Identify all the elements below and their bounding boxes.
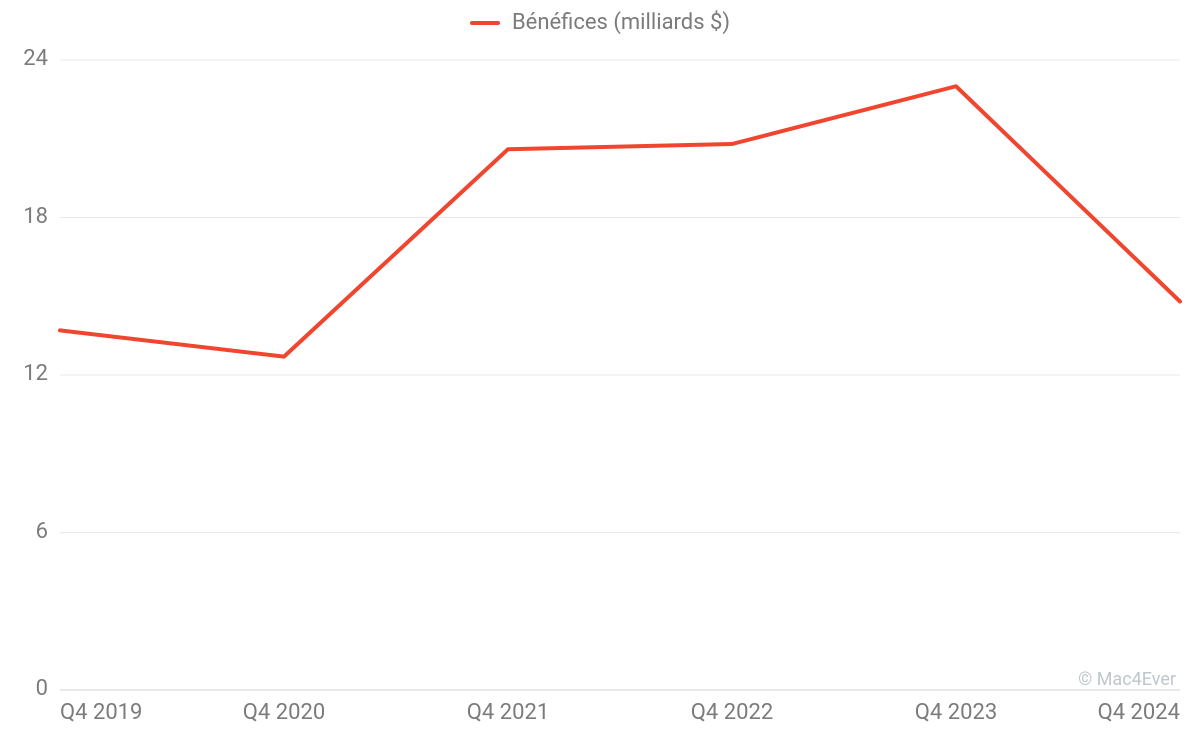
y-tick-label: 24 <box>0 46 48 71</box>
x-tick-label: Q4 2024 <box>1098 700 1180 725</box>
y-tick-label: 0 <box>0 676 48 701</box>
x-tick-label: Q4 2019 <box>60 700 142 725</box>
x-tick-label: Q4 2020 <box>243 700 325 725</box>
attribution: © Mac4Ever <box>1078 669 1176 690</box>
y-tick-label: 12 <box>0 361 48 386</box>
x-tick-label: Q4 2022 <box>691 700 773 725</box>
chart-svg <box>0 0 1200 752</box>
x-tick-label: Q4 2021 <box>467 700 549 725</box>
y-tick-label: 6 <box>0 519 48 544</box>
chart-container: Bénéfices (milliards $) 06121824 Q4 2019… <box>0 0 1200 752</box>
y-tick-label: 18 <box>0 204 48 229</box>
series-line <box>60 86 1180 356</box>
x-tick-label: Q4 2023 <box>915 700 997 725</box>
